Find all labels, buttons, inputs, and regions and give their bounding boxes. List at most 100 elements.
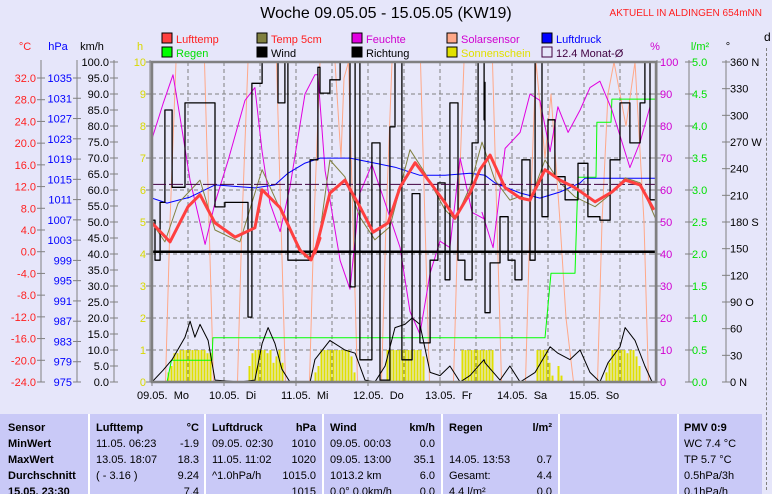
sunshine-bar [254,350,257,382]
axis-label-temp: -12.0 [11,312,36,324]
sunshine-bar [269,350,272,382]
axis-label-sun: 0 [140,377,146,389]
axis-label-wind: 95.0 [88,73,109,85]
axis-unit-sun: h [137,41,143,53]
axis-label-direction: 0 N [730,377,747,389]
wind-value: 0.0 [419,438,435,450]
axis-label-pressure: 999 [54,255,72,267]
axis-label-rain: 1.5 [692,281,707,293]
temp-when: 13.05. 18:07 [96,454,158,466]
series-solarsensor [152,62,656,382]
axis-unit-rain: l/m² [691,41,710,53]
axis-label-direction: 120 [730,270,748,282]
sunshine-bar [191,350,194,382]
sunshine-bar [626,353,629,382]
axis-label-pressure: 1019 [48,154,72,166]
axis-label-pressure: 995 [54,276,72,288]
press-when: ^1.0hPa/h [212,470,262,482]
sunshine-bar [251,353,254,382]
sunshine-bar [194,350,197,382]
series-feuchte [152,74,651,335]
axis-label-humidity: 30 [660,281,672,293]
axis-label-wind: 0.0 [94,377,109,389]
sunshine-bar [605,372,608,382]
axis-label-direction: 360 N [730,57,759,69]
axis-label-humidity: 0 [660,377,666,389]
axis-label-temp: 0.0 [21,247,36,259]
legend-swatch [256,46,268,58]
table-column-divider [558,414,560,494]
x-axis-label: 15.05. So [569,390,619,402]
legend-label: Lufttemp [176,34,219,46]
axis-label-sun: 2 [140,313,146,325]
axis-label-wind: 60.0 [88,185,109,197]
sunshine-bar [629,350,632,382]
axis-unit-wind: km/h [80,41,104,53]
sunshine-bar [536,350,539,382]
axis-label-wind: 50.0 [88,217,109,229]
sunshine-bar [482,350,485,382]
series-temp-5cm [152,141,656,258]
axis-label-humidity: 80 [660,121,672,133]
axis-label-sun: 10 [134,57,146,69]
table-column-divider [441,414,443,494]
sunshine-bar [551,375,554,382]
sunshine-bar [263,350,266,382]
table-column-divider [204,414,206,494]
legend-label: Temp 5cm [271,34,322,46]
temp-value: 7.4 [183,486,199,494]
axis-label-pressure: 1023 [48,134,72,146]
legend-label: Wind [271,48,296,60]
axis-label-pressure: 991 [54,296,72,308]
sunshine-bar [329,350,332,382]
sunshine-bar [476,350,479,382]
axis-label-pressure: 983 [54,336,72,348]
sunshine-bar [398,350,401,382]
header-temp-unit: °C [186,422,199,434]
sunshine-bar [344,350,347,382]
axis-label-direction: 240 [730,164,748,176]
wind-when: 09.05. 13:00 [330,454,392,466]
legend-label: Solarsensor [461,34,520,46]
axis-label-wind: 30.0 [88,281,109,293]
axis-label-temp: 20.0 [15,138,36,150]
weather-chart: 32.028.024.020.016.012.08.04.00.0-4.0-8.… [11,32,762,402]
sunshine-bar [632,350,635,382]
sunshine-bar [557,366,560,382]
axis-label-humidity: 40 [660,249,672,261]
sunshine-bar [560,375,563,382]
header-wind-unit: km/h [409,422,435,434]
sunshine-bar [548,362,551,382]
sunshine-bar [539,350,542,382]
axis-label-pressure: 1015 [48,174,72,186]
axis-label-wind: 45.0 [88,233,109,245]
axis-label-temp: -8.0 [17,290,36,302]
sunshine-bar [335,350,338,382]
x-axis-label: 13.05. Fr [425,390,472,402]
sunshine-bar [314,372,317,382]
sunshine-bar [278,350,281,382]
sunshine-bar [395,350,398,382]
axis-label-wind: 5.0 [94,361,109,373]
axis-label-wind: 40.0 [88,249,109,261]
chart-title: Woche 09.05.05 - 15.05.05 (KW19) [260,5,512,22]
sunshine-bar [623,350,626,382]
sunshine-bar [617,350,620,382]
press-when: 11.05. 11:02 [212,454,272,466]
sunshine-bar [419,350,422,382]
header-press-unit: hPa [295,422,316,434]
sunshine-bar [491,350,494,382]
axis-label-pressure: 979 [54,357,72,369]
temp-value: 9.24 [177,470,199,482]
header-sensor: Sensor [8,422,46,434]
temp-value: 18.3 [177,454,199,466]
axis-unit-pressure: hPa [48,41,68,53]
axis-label-humidity: 70 [660,153,672,165]
sunshine-bar [635,356,638,382]
axis-unit-direction: ° [726,41,730,53]
axis-label-wind: 10.0 [88,345,109,357]
table-column-divider [677,414,679,494]
axis-label-sun: 5 [140,217,146,229]
sunshine-bar [179,350,182,382]
axis-label-temp: -20.0 [11,355,36,367]
